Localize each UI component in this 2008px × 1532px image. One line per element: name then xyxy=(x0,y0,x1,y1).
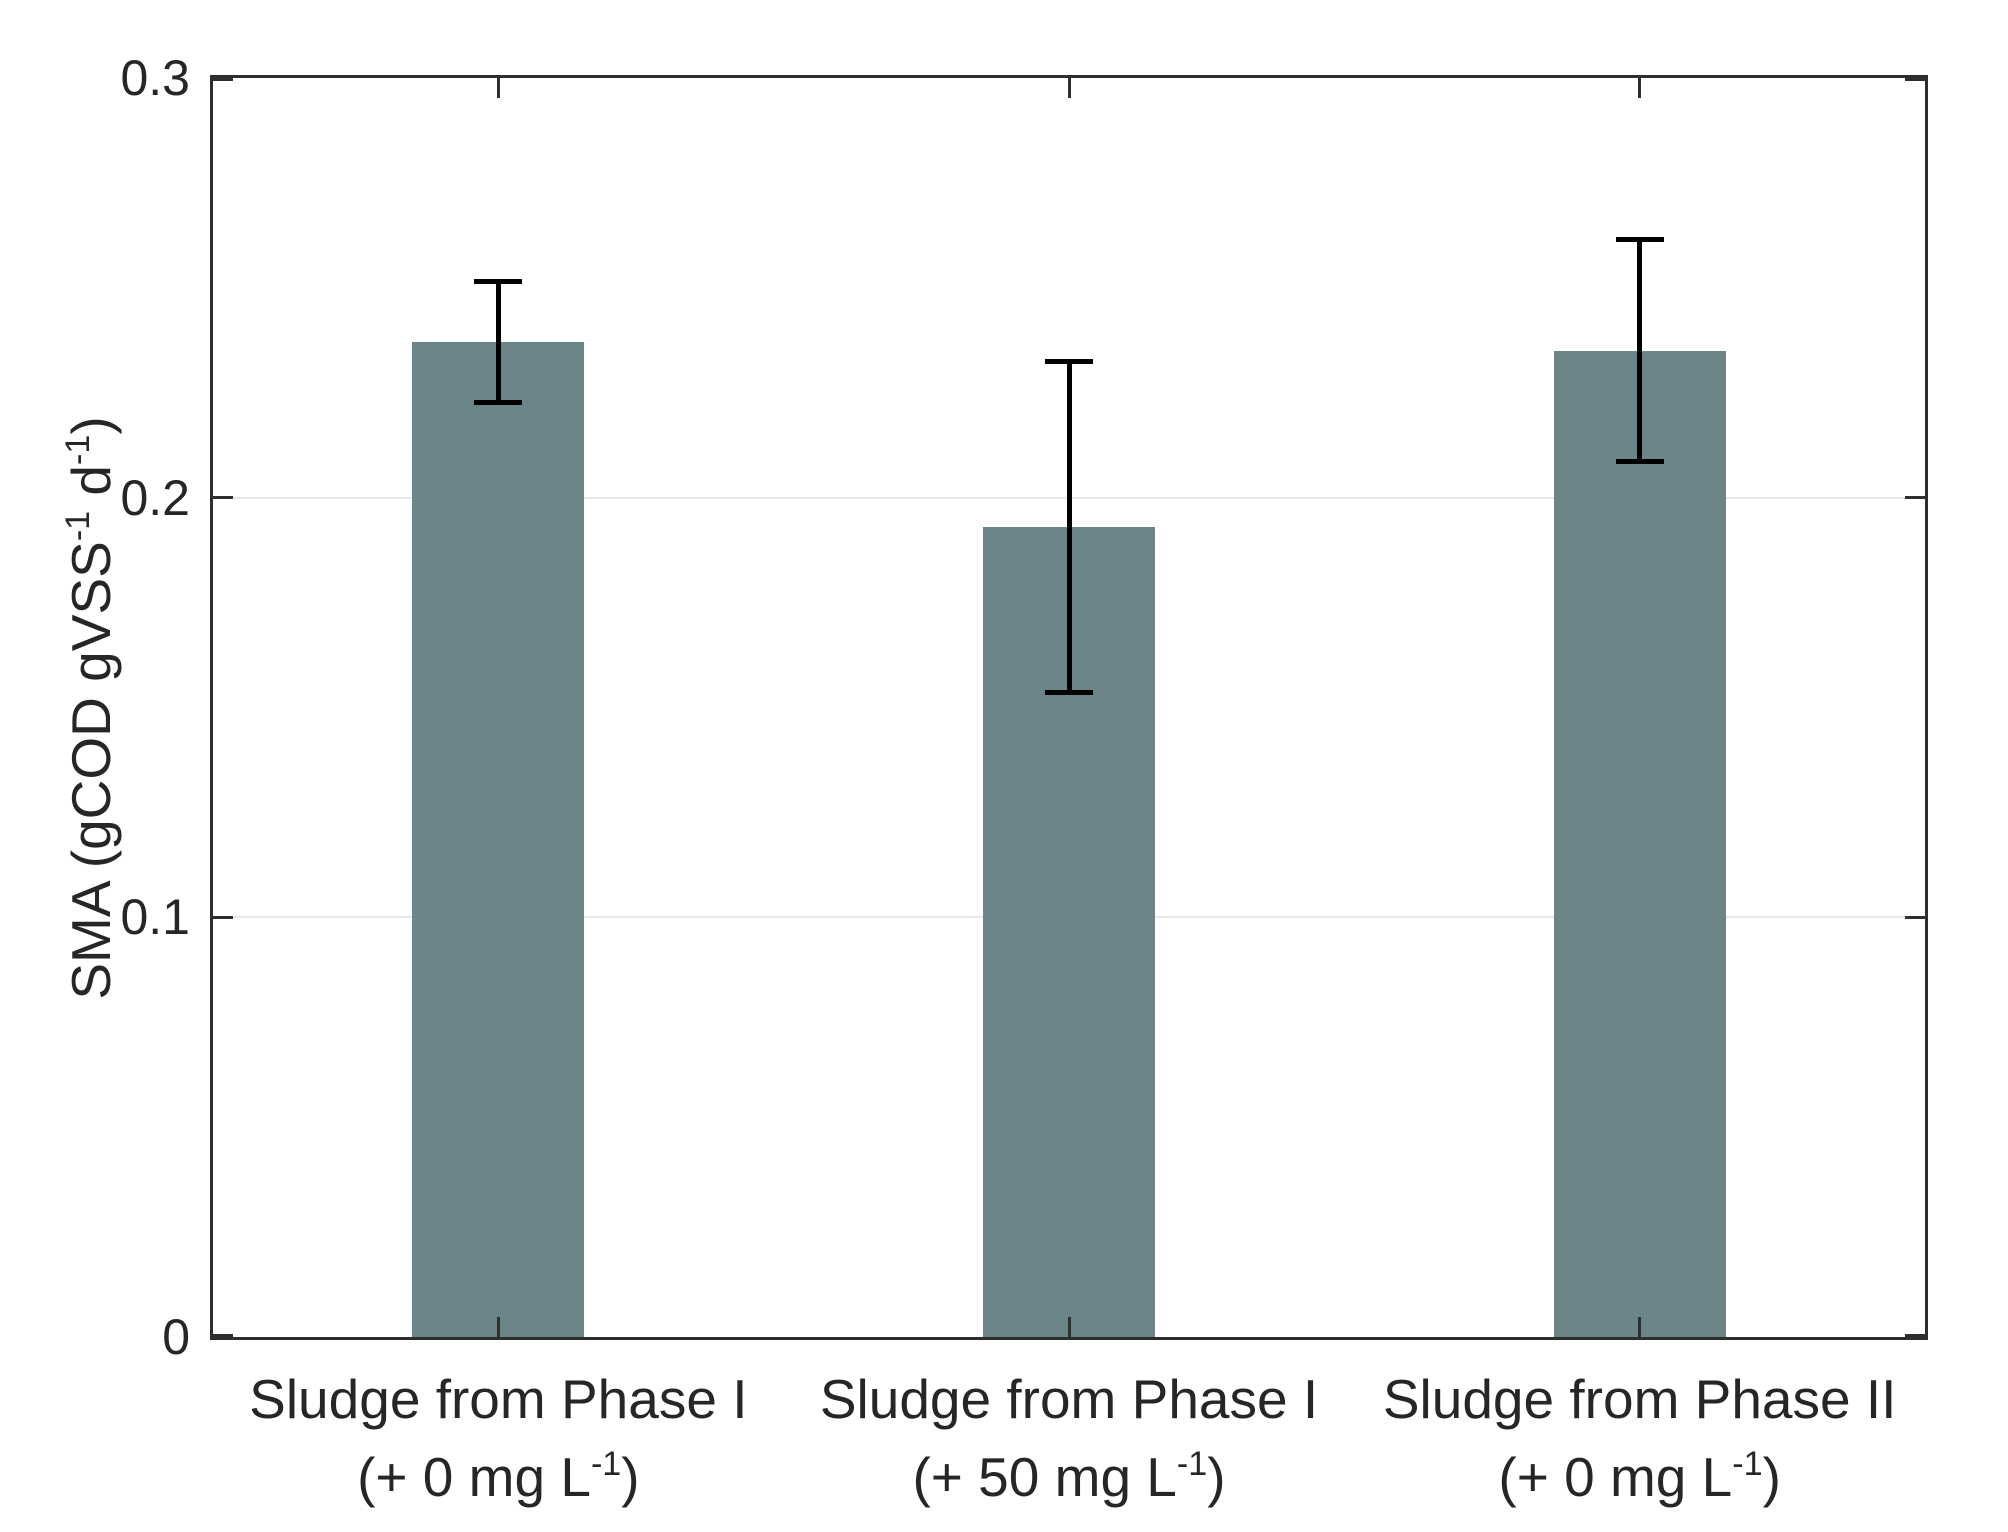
x-tick-top xyxy=(1067,78,1071,98)
bar xyxy=(1553,350,1726,1337)
y-tick-right xyxy=(1905,496,1925,500)
y-axis-title: SMA (gCOD gVSS-1 d-1) xyxy=(42,328,122,1088)
x-category-label-line2: (+ 50 mg L-1) xyxy=(679,1438,1459,1516)
y-tick-label: 0 xyxy=(162,1309,190,1365)
x-category-label-line2: (+ 0 mg L-1) xyxy=(108,1438,888,1516)
x-category-label-line2-text: (+ 50 mg L xyxy=(912,1446,1177,1509)
bar xyxy=(412,342,585,1337)
x-category-label-line2-superscript: -1 xyxy=(1176,1444,1208,1483)
y-tick-right xyxy=(1905,915,1925,919)
y-tick-right xyxy=(1905,1334,1925,1337)
x-category-label-line2-superscript: -1 xyxy=(1732,1444,1763,1483)
x-category-label-line2-text: (+ 0 mg L xyxy=(1498,1446,1733,1509)
y-tick-left xyxy=(213,78,233,81)
y-tick-label: 0.1 xyxy=(120,889,190,946)
y-axis-title-superscript: -1 xyxy=(59,434,97,465)
plot-inner xyxy=(213,78,1925,1337)
error-bar-line xyxy=(1066,359,1072,695)
x-category-label-line2-superscript: -1 xyxy=(590,1444,622,1483)
x-category-label: Sludge from Phase I (+ 50 mg L-1) xyxy=(679,1360,1459,1516)
y-axis-title-text: ) xyxy=(60,416,123,435)
error-bar xyxy=(1045,359,1093,695)
error-bar-line xyxy=(1637,237,1643,465)
x-category-label-line2-text: (+ 0 mg L xyxy=(357,1446,591,1509)
x-category-label-line2-text: ) xyxy=(621,1446,640,1509)
x-category-label: Sludge from Phase II (+ 0 mg L-1) xyxy=(1250,1360,2008,1516)
error-bar xyxy=(474,279,523,406)
y-tick-label: 0.2 xyxy=(120,469,190,526)
error-bar xyxy=(1615,237,1664,465)
y-tick-label: 0.3 xyxy=(120,50,190,106)
y-tick-right xyxy=(1905,78,1925,81)
x-tick-bottom xyxy=(1067,1317,1071,1337)
plot-area xyxy=(210,75,1928,1340)
x-category-label-line1: Sludge from Phase II xyxy=(1382,1368,1897,1430)
x-category-label-line2-text: ) xyxy=(1207,1446,1226,1509)
error-bar-line xyxy=(495,279,501,406)
x-category-label-line1: Sludge from Phase I xyxy=(819,1368,1319,1430)
x-category-label-line2: (+ 0 mg L-1) xyxy=(1250,1438,2008,1516)
x-category-label-line1: Sludge from Phase I xyxy=(249,1368,748,1430)
x-tick-top xyxy=(496,78,500,98)
y-tick-left xyxy=(213,915,233,919)
x-category-label-line2-text: ) xyxy=(1762,1446,1781,1509)
y-tick-left xyxy=(213,1334,233,1337)
x-tick-bottom xyxy=(1638,1317,1642,1337)
x-tick-top xyxy=(1638,78,1642,98)
x-category-label: Sludge from Phase I (+ 0 mg L-1) xyxy=(108,1360,888,1516)
x-tick-bottom xyxy=(496,1317,500,1337)
y-tick-left xyxy=(213,496,233,500)
